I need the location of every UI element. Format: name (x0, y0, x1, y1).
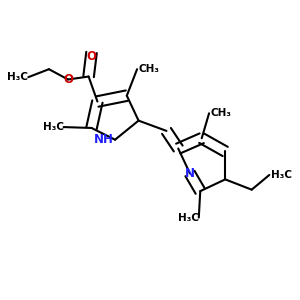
Text: CH₃: CH₃ (211, 108, 232, 118)
Text: O: O (86, 50, 97, 62)
Text: H₃C: H₃C (178, 213, 199, 223)
Text: NH: NH (94, 133, 114, 146)
Text: O: O (63, 73, 73, 86)
Text: H₃C: H₃C (8, 72, 29, 82)
Text: N: N (185, 167, 195, 180)
Text: H₃C: H₃C (271, 170, 292, 180)
Text: CH₃: CH₃ (139, 64, 160, 74)
Text: H₃C: H₃C (43, 122, 64, 132)
